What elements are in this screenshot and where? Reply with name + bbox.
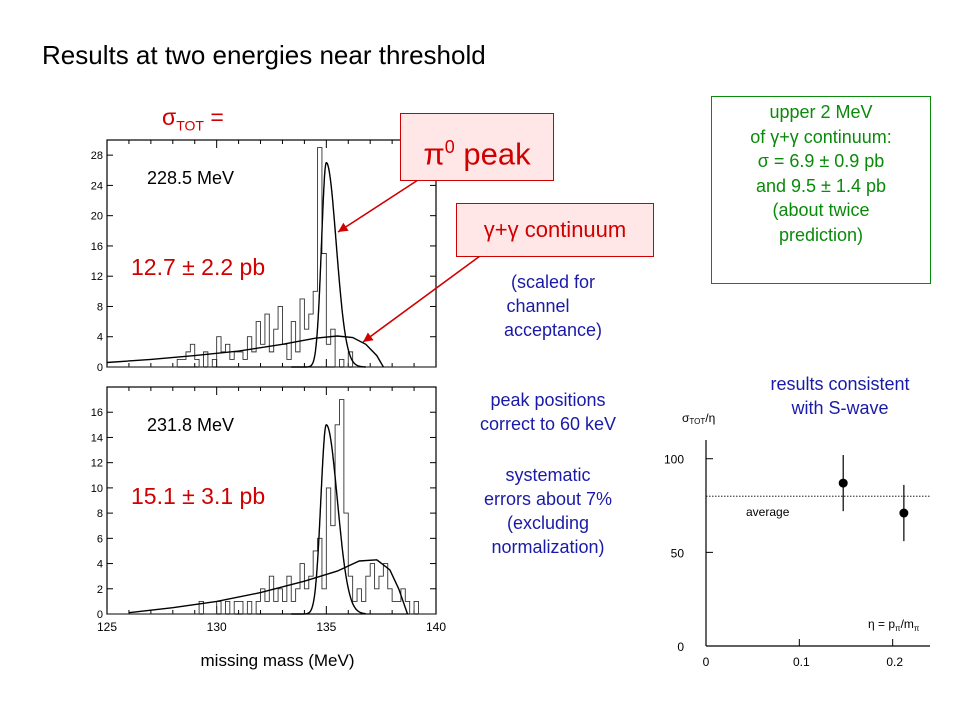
gamma-gamma-continuum-box: γ+γ continuum <box>456 203 654 257</box>
y-tick-label: 24 <box>91 180 103 192</box>
y-tick-label: 0 <box>97 609 103 621</box>
y-tick-label: 4 <box>97 332 103 344</box>
energy-label: 231.8 MeV <box>147 415 234 435</box>
x-tick-label: 125 <box>97 620 117 634</box>
y-tick-label: 12 <box>91 458 103 470</box>
sigma-total-label: σTOT = <box>162 104 224 134</box>
peak-fit-curve <box>291 423 366 615</box>
y-tick-label: 20 <box>91 211 103 223</box>
y-tick-label: 8 <box>97 301 103 313</box>
systematic-errors-note: systematic errors about 7% (excluding no… <box>483 465 613 557</box>
y-tick-label: 10 <box>91 483 103 495</box>
y-tick-label: 8 <box>97 508 103 520</box>
x-tick-label: 140 <box>426 620 446 634</box>
y-tick-label: 2 <box>97 584 103 596</box>
y-tick-label: 16 <box>91 241 103 253</box>
y-tick-label: 28 <box>91 150 103 162</box>
scatter-y-tick-label: 0 <box>677 640 684 654</box>
scatter-x-tick-label: 0.2 <box>886 655 903 669</box>
y-tick-label: 16 <box>91 407 103 419</box>
average-label: average <box>746 505 790 519</box>
continuum-fit-curve <box>128 559 409 615</box>
continuum-fit-curve <box>106 335 385 368</box>
scatter-y-axis-label: σTOT/η <box>682 411 715 426</box>
cross-section-result-2: 15.1 ± 3.1 pb <box>131 483 266 509</box>
energy-label: 228.5 MeV <box>147 168 234 188</box>
cross-section-result-1: 12.7 ± 2.2 pb <box>131 254 266 280</box>
histogram-frame <box>106 139 437 368</box>
s-wave-note: results consistent with S-wave <box>770 374 910 418</box>
eta-definition-label: η = pπ/mπ <box>868 617 920 633</box>
x-axis-label: missing mass (MeV) <box>201 651 355 670</box>
scatter-x-tick-label: 0 <box>703 655 710 669</box>
x-tick-label: 135 <box>316 620 336 634</box>
continuum-arrow <box>362 255 481 343</box>
y-tick-label: 4 <box>97 559 103 571</box>
peak-fit-curve <box>291 162 366 368</box>
scatter-y-tick-label: 50 <box>671 546 685 560</box>
peak-position-note: peak positions correct to 60 keV <box>479 390 617 434</box>
y-tick-label: 6 <box>97 533 103 545</box>
y-tick-label: 12 <box>91 271 103 283</box>
x-tick-label: 130 <box>207 620 227 634</box>
data-point <box>899 508 909 518</box>
scaled-acceptance-note: (scaled for channel acceptance) <box>503 272 603 340</box>
scatter-x-tick-label: 0.1 <box>793 655 810 669</box>
histogram-frame <box>106 386 437 615</box>
scatter-y-tick-label: 100 <box>664 453 684 467</box>
continuum-result-box: upper 2 MeV of γ+γ continuum: σ = 6.9 ± … <box>711 96 931 284</box>
page-title: Results at two energies near threshold <box>42 40 486 70</box>
pi0-peak-box: π0 peak <box>400 113 554 181</box>
data-point <box>838 478 848 488</box>
y-tick-label: 0 <box>97 362 103 374</box>
y-tick-label: 14 <box>91 432 103 444</box>
histogram-bins <box>107 399 436 615</box>
pi0-arrow <box>337 179 419 233</box>
histogram-bins <box>107 147 436 368</box>
